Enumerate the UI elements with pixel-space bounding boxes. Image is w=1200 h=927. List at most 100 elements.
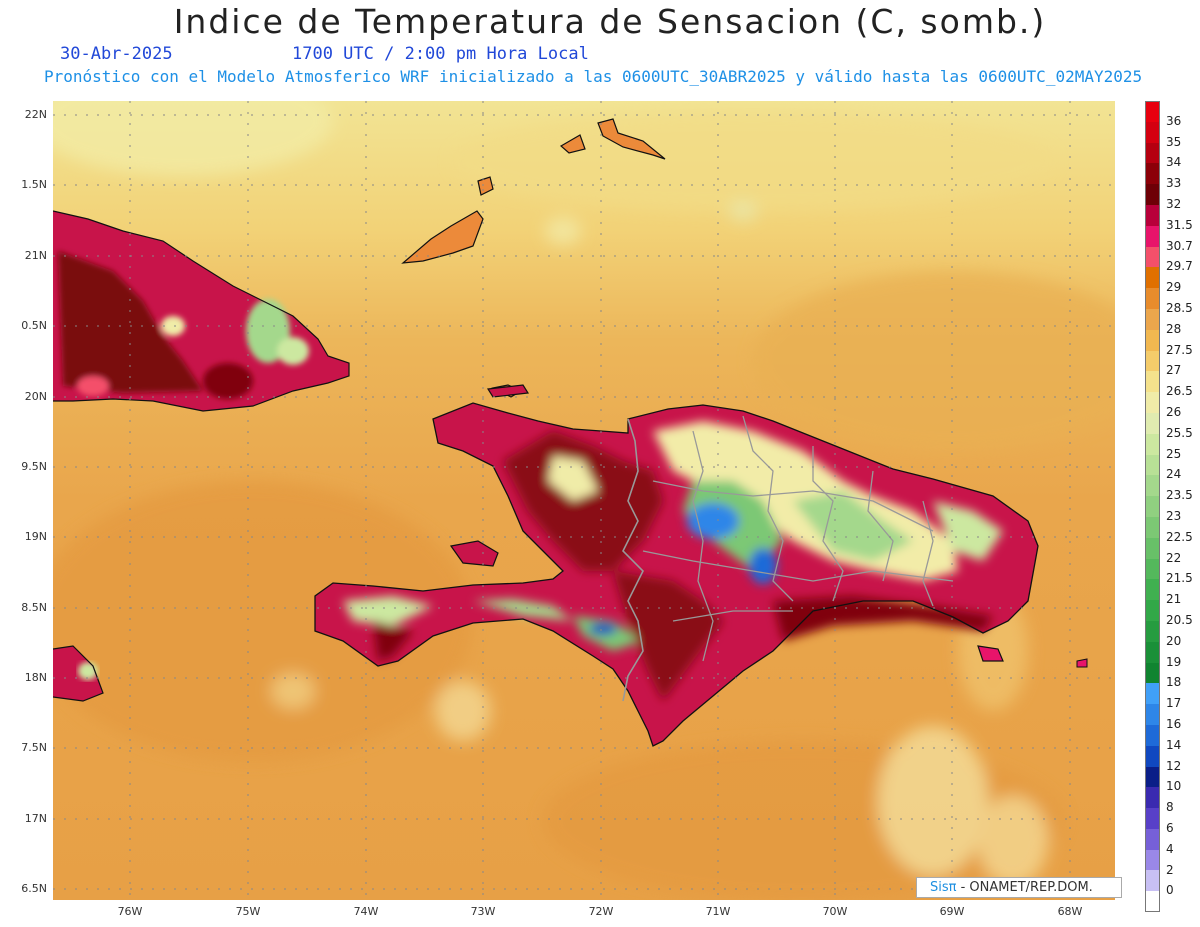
lat-label: 9.5N xyxy=(21,460,47,473)
lon-label: 69W xyxy=(939,905,965,918)
color-scale-label: 32 xyxy=(1166,197,1182,211)
color-scale-cell xyxy=(1145,641,1160,663)
lon-label: 76W xyxy=(117,905,143,918)
color-scale-cell xyxy=(1145,475,1160,497)
color-scale-label: 33 xyxy=(1166,176,1182,191)
color-scale-label: 2 xyxy=(1166,862,1174,877)
color-scale-cell xyxy=(1145,579,1160,601)
color-scale-label: 26.5 xyxy=(1166,384,1193,399)
color-scale-label: 36 xyxy=(1166,113,1182,128)
jamaica-landmass xyxy=(53,645,104,702)
color-scale-cell xyxy=(1145,350,1160,372)
color-scale-label: 0 xyxy=(1166,883,1174,898)
color-scale-cell xyxy=(1145,184,1160,205)
graticule xyxy=(53,101,1115,900)
color-scale-label: 30.7 xyxy=(1166,238,1193,253)
lat-label: 18N xyxy=(24,671,47,684)
lat-label: 21N xyxy=(24,249,47,262)
color-scale-label: 4 xyxy=(1166,841,1174,856)
credit-box: Sisπ - ONAMET/REP.DOM. xyxy=(916,877,1122,898)
color-scale-label: 28 xyxy=(1166,321,1182,336)
lat-label: 7.5N xyxy=(21,741,47,754)
color-scale-cell xyxy=(1145,267,1160,289)
lat-label: 6.5N xyxy=(21,882,47,895)
color-scale-label: 29.7 xyxy=(1166,259,1193,274)
lat-label: 1.5N xyxy=(21,178,47,191)
color-scale-label: 25 xyxy=(1166,446,1182,461)
lat-label: 20N xyxy=(24,390,47,403)
color-scale-cell xyxy=(1145,433,1160,455)
color-scale-cell xyxy=(1145,308,1160,330)
color-scale-label: 20.5 xyxy=(1166,613,1193,627)
color-scale-cell xyxy=(1145,496,1160,517)
color-scale-cell xyxy=(1145,329,1160,351)
heat-index-map xyxy=(53,101,1115,900)
forecast-time: 1700 UTC / 2:00 pm Hora Local xyxy=(292,44,589,64)
map-title: Indice de Temperatura de Sensacion (C, s… xyxy=(173,2,1047,41)
color-scale-cell xyxy=(1145,745,1160,767)
color-scale-cell xyxy=(1145,225,1160,247)
color-scale-label: 22 xyxy=(1166,550,1182,565)
color-scale-cell xyxy=(1145,392,1160,413)
lon-label: 73W xyxy=(470,905,496,918)
lon-label: 75W xyxy=(235,905,261,918)
color-scale-cell xyxy=(1145,683,1160,705)
color-scale-cell xyxy=(1145,808,1160,829)
lat-label: 0.5N xyxy=(21,319,47,332)
lat-label: 8.5N xyxy=(21,601,47,614)
lon-label: 68W xyxy=(1057,905,1083,918)
color-scale-label: 18 xyxy=(1166,675,1182,690)
color-scale-cell xyxy=(1145,600,1160,621)
color-scale-label: 29 xyxy=(1166,280,1182,295)
color-scale-label: 28.5 xyxy=(1166,301,1193,315)
color-scale-cell xyxy=(1145,620,1160,642)
color-scale-label: 16 xyxy=(1166,717,1182,731)
color-scale-label: 27 xyxy=(1166,363,1182,378)
color-scale-cell xyxy=(1145,537,1160,559)
color-scale-label: 17 xyxy=(1166,696,1182,711)
lon-label: 74W xyxy=(353,905,379,918)
color-scale-label: 23 xyxy=(1166,509,1182,523)
model-subtitle: Pronóstico con el Modelo Atmosferico WRF… xyxy=(44,67,1143,86)
lat-label: 22N xyxy=(24,108,47,121)
cuba-landmass xyxy=(53,210,350,412)
color-scale-cell xyxy=(1145,766,1160,788)
color-scale-cell xyxy=(1145,870,1160,892)
credit-text: - ONAMET/REP.DOM. xyxy=(956,880,1093,895)
color-scale-label: 27.5 xyxy=(1166,342,1193,357)
color-scale-label: 35 xyxy=(1166,134,1182,149)
forecast-date: 30-Abr-2025 xyxy=(60,44,173,64)
color-scale-cell xyxy=(1145,849,1160,871)
color-scale-label: 26 xyxy=(1166,405,1182,419)
color-scale-cell xyxy=(1145,516,1160,538)
lon-label: 70W xyxy=(822,905,848,918)
color-scale-label: 31.5 xyxy=(1166,217,1193,232)
map-canvas xyxy=(53,101,1115,900)
color-scale-label: 12 xyxy=(1166,758,1182,773)
color-scale-cell xyxy=(1145,142,1160,164)
color-scale-label: 34 xyxy=(1166,155,1182,170)
color-scale-label: 14 xyxy=(1166,737,1182,752)
color-scale-cell xyxy=(1145,163,1160,185)
color-scale-cell xyxy=(1145,787,1160,809)
color-scale-cell xyxy=(1145,828,1160,850)
sispi-logo: Sisπ xyxy=(930,880,957,895)
color-scale-label: 22.5 xyxy=(1166,529,1193,544)
color-scale-label: 23.5 xyxy=(1166,488,1193,503)
color-scale-label: 10 xyxy=(1166,779,1182,794)
color-scale-label: 6 xyxy=(1166,821,1174,835)
color-scale-cell xyxy=(1145,704,1160,725)
color-scale-cell xyxy=(1145,101,1160,122)
color-scale-cell xyxy=(1145,454,1160,476)
color-scale-cell xyxy=(1145,246,1160,268)
color-scale-cell xyxy=(1145,371,1160,393)
color-scale-label: 8 xyxy=(1166,800,1174,815)
color-scale-label: 21 xyxy=(1166,592,1182,607)
color-scale-cell xyxy=(1145,558,1160,580)
color-scale-cell xyxy=(1145,662,1160,684)
color-scale-cell xyxy=(1145,121,1160,143)
lon-label: 71W xyxy=(705,905,731,918)
lat-label: 17N xyxy=(24,812,47,825)
color-scale-label: 21.5 xyxy=(1166,571,1193,586)
color-scale-label: 25.5 xyxy=(1166,425,1193,440)
